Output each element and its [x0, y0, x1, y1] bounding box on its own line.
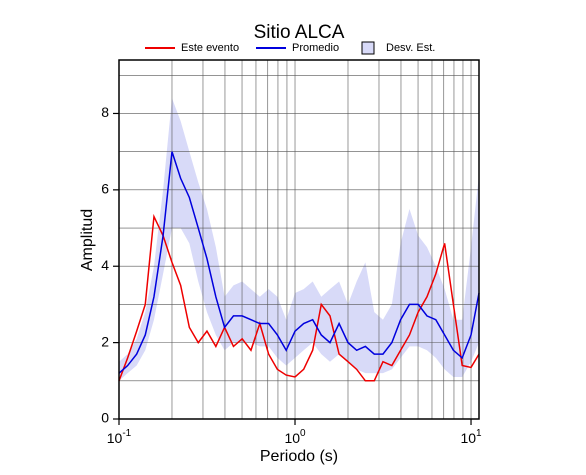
legend-label: Este evento [181, 42, 239, 54]
plot-frame [118, 59, 480, 420]
y-tick-label: 4 [101, 257, 109, 273]
x-tick-label: 100 [284, 428, 306, 446]
y-tick-label: 2 [101, 333, 109, 349]
legend-swatch [361, 41, 375, 55]
y-tick-label: 6 [101, 181, 109, 197]
x-axis-label: Periodo (s) [260, 448, 338, 465]
y-tick-label: 0 [101, 410, 109, 426]
y-tick-label: 8 [101, 104, 109, 120]
std-band [119, 98, 479, 381]
legend-label: Desv. Est. [386, 42, 435, 54]
y-axis-label: Amplitud [79, 209, 96, 271]
x-tick-label: 10-1 [107, 428, 132, 446]
series-line [118, 213, 480, 382]
series-line [118, 151, 480, 374]
chart-title: Sitio ALCA [254, 22, 345, 43]
x-tick-label: 101 [460, 428, 482, 446]
legend-label: Promedio [292, 42, 339, 54]
